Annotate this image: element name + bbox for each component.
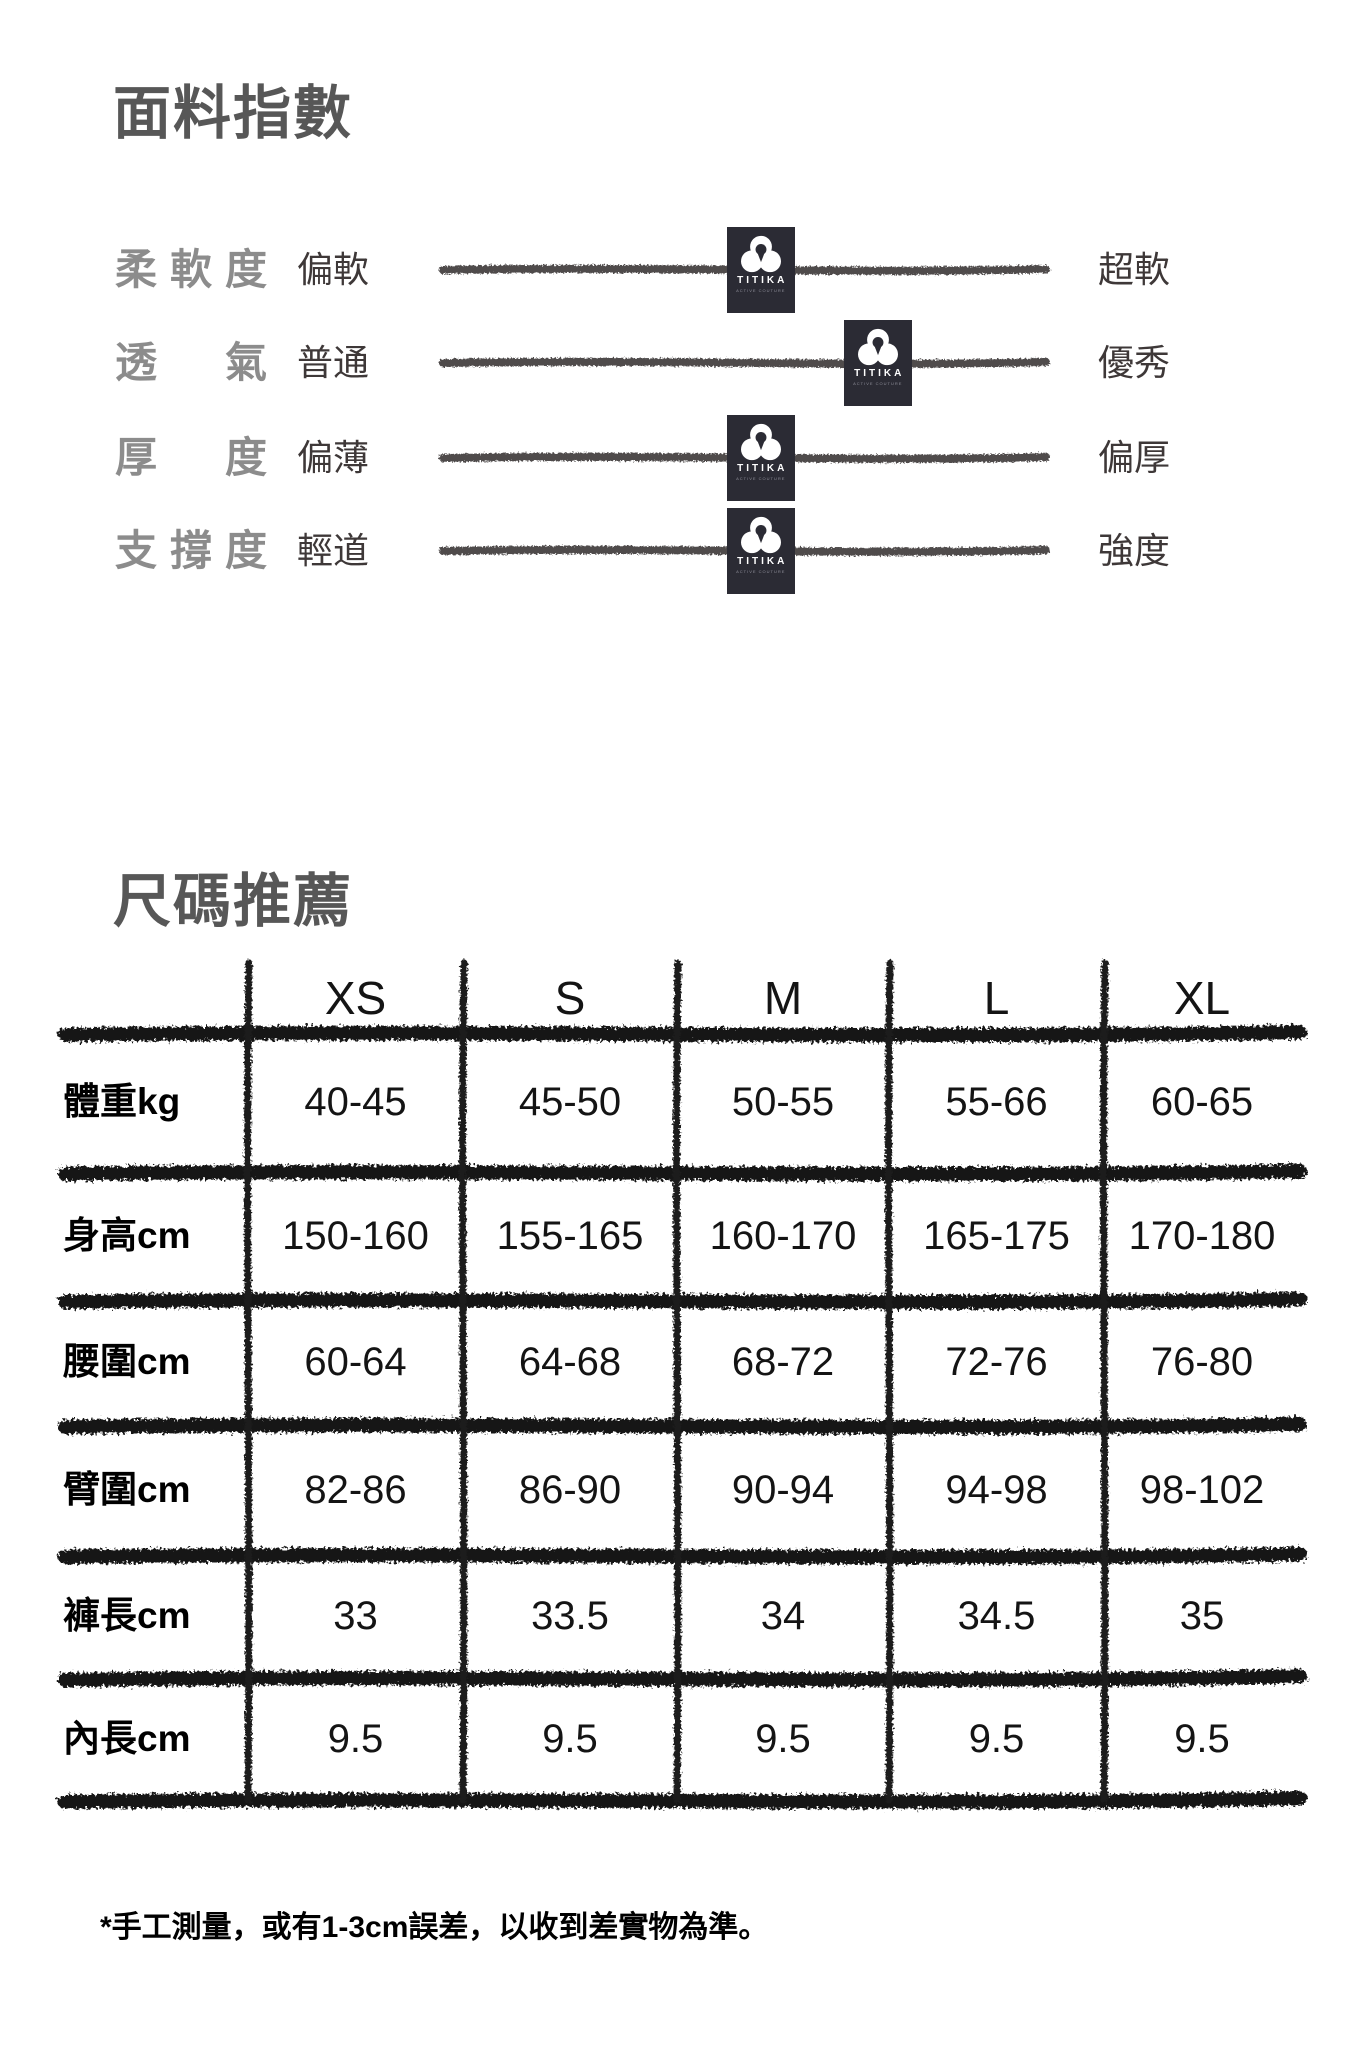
brand-name: TITIKA xyxy=(737,463,788,474)
size-table-row-waist: 腰圍cm 60-64 64-68 68-72 72-76 76-80 xyxy=(0,1302,1365,1422)
fabric-row-label: 柔軟度 xyxy=(115,246,267,293)
table-cell: 9.5 xyxy=(755,1717,811,1761)
fabric-row-max-label: 優秀 xyxy=(1098,343,1171,383)
brand-slider-marker: TITIKA ACTIVE COUTURE xyxy=(843,320,912,406)
fabric-row-breathability: 透 氣 普通 優秀 TITIKA ACTIVE COUTURE xyxy=(0,315,1365,411)
brand-tagline: ACTIVE COUTURE xyxy=(853,381,903,386)
table-cell: 34 xyxy=(760,1594,806,1638)
fabric-row-support: 支撐度 輕道 強度 TITIKA ACTIVE COUTURE xyxy=(0,503,1365,599)
size-table-row-inseam: 內長cm 9.5 9.5 9.5 9.5 9.5 xyxy=(0,1679,1365,1799)
table-cell: 33.5 xyxy=(531,1594,609,1638)
brand-slider-marker: TITIKA ACTIVE COUTURE xyxy=(726,415,795,501)
table-cell: 86-90 xyxy=(518,1468,622,1512)
fabric-row-min-label: 輕道 xyxy=(297,531,370,571)
size-table-vertical-lines xyxy=(244,959,1109,1804)
table-cell: 9.5 xyxy=(1174,1717,1230,1761)
titika-trefoil-icon xyxy=(740,423,781,461)
size-table-row-weight: 體重kg 40-45 45-50 50-55 55-66 60-65 xyxy=(0,1042,1365,1162)
table-cell: 60-65 xyxy=(1150,1080,1254,1124)
fabric-row-thickness: 厚 度 偏薄 偏厚 TITIKA ACTIVE COUTURE xyxy=(0,410,1365,506)
table-cell: 160-170 xyxy=(709,1214,857,1258)
size-table-row-height: 身高cm 150-160 155-165 160-170 165-175 170… xyxy=(0,1176,1365,1296)
titika-trefoil-icon xyxy=(740,516,781,554)
fabric-row-label: 支撐度 xyxy=(115,527,267,574)
table-cell: 33 xyxy=(333,1594,378,1638)
brand-slider-marker: TITIKA ACTIVE COUTURE xyxy=(726,508,795,594)
size-column-header-xl: XL xyxy=(1173,972,1231,1024)
measurement-disclaimer: *手工測量，或有1-3cm誤差，以收到差實物為準。 xyxy=(100,1911,769,1944)
table-cell: 35 xyxy=(1179,1594,1225,1638)
fabric-row-min-label: 偏軟 xyxy=(297,250,370,290)
table-cell: 90-94 xyxy=(731,1468,835,1512)
size-column-header-m: M xyxy=(763,972,803,1024)
row-label: 褲長cm xyxy=(63,1595,191,1636)
table-cell: 9.5 xyxy=(968,1717,1025,1761)
table-cell: 9.5 xyxy=(327,1717,384,1761)
table-cell: 76-80 xyxy=(1150,1340,1254,1384)
fabric-row-max-label: 偏厚 xyxy=(1098,438,1171,478)
table-cell: 68-72 xyxy=(731,1340,835,1384)
fabric-index-title: 面料指數 xyxy=(113,81,354,146)
table-cell: 170-180 xyxy=(1128,1214,1276,1258)
row-label: 內長cm xyxy=(63,1718,191,1759)
brand-name: TITIKA xyxy=(854,368,905,379)
brand-slider-marker: TITIKA ACTIVE COUTURE xyxy=(726,227,795,313)
size-table-row-arm: 臂圍cm 82-86 86-90 90-94 94-98 98-102 xyxy=(0,1430,1365,1550)
size-column-header-xs: XS xyxy=(324,972,387,1024)
row-label: 臂圍cm xyxy=(63,1469,191,1510)
table-cell: 40-45 xyxy=(304,1080,407,1124)
table-cell: 34.5 xyxy=(957,1594,1036,1638)
table-cell: 9.5 xyxy=(542,1717,598,1761)
table-cell: 50-55 xyxy=(731,1080,835,1124)
size-column-header-s: S xyxy=(554,972,586,1024)
table-cell: 72-76 xyxy=(945,1340,1048,1384)
size-column-header-l: L xyxy=(983,972,1010,1024)
table-cell: 98-102 xyxy=(1139,1468,1265,1512)
fabric-row-label: 厚 度 xyxy=(115,434,267,481)
fabric-row-max-label: 超軟 xyxy=(1098,250,1171,290)
table-cell: 55-66 xyxy=(945,1080,1048,1124)
fabric-row-softness: 柔軟度 偏軟 超軟 TITIKA ACTIVE COUTURE xyxy=(0,222,1365,318)
fabric-row-min-label: 偏薄 xyxy=(297,438,370,478)
row-label: 腰圍cm xyxy=(63,1341,191,1382)
brand-tagline: ACTIVE COUTURE xyxy=(736,569,786,574)
brand-name: TITIKA xyxy=(737,275,788,286)
brand-name: TITIKA xyxy=(737,556,788,567)
table-cell: 60-64 xyxy=(304,1340,407,1384)
table-cell: 45-50 xyxy=(518,1080,622,1124)
table-cell: 155-165 xyxy=(496,1214,644,1258)
fabric-row-min-label: 普通 xyxy=(297,343,370,383)
size-table-row-pant-length: 褲長cm 33 33.5 34 34.5 35 xyxy=(0,1556,1365,1676)
table-cell: 64-68 xyxy=(518,1340,622,1384)
table-cell: 82-86 xyxy=(304,1468,407,1512)
row-label: 身高cm xyxy=(63,1215,191,1256)
row-label: 體重kg xyxy=(63,1081,181,1122)
brand-tagline: ACTIVE COUTURE xyxy=(736,288,786,293)
fabric-row-label: 透 氣 xyxy=(115,339,267,386)
titika-trefoil-icon xyxy=(857,328,898,366)
table-cell: 150-160 xyxy=(282,1214,429,1258)
titika-trefoil-icon xyxy=(740,235,781,273)
fabric-row-max-label: 強度 xyxy=(1098,531,1171,571)
table-cell: 94-98 xyxy=(945,1468,1048,1512)
table-cell: 165-175 xyxy=(923,1214,1070,1258)
brand-tagline: ACTIVE COUTURE xyxy=(736,476,786,481)
size-chart-title: 尺碼推薦 xyxy=(113,869,354,934)
